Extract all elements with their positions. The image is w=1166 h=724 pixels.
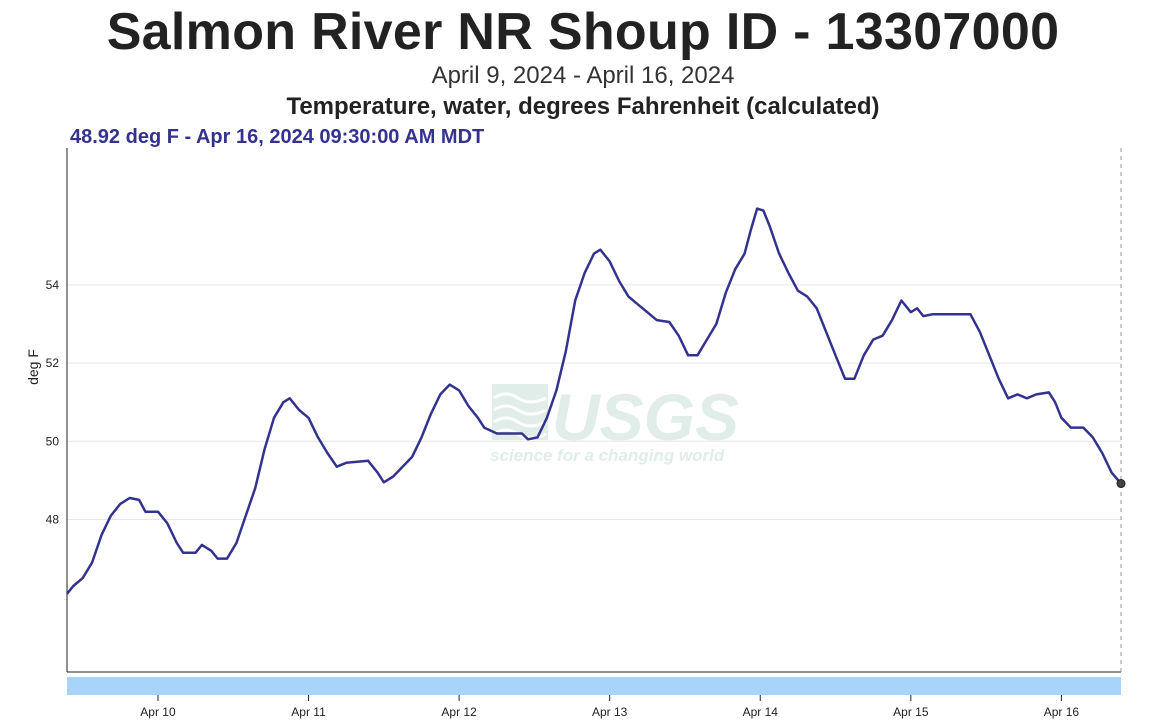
parameter-label: Temperature, water, degrees Fahrenheit (…: [286, 93, 880, 120]
hover-point[interactable]: [1116, 479, 1126, 489]
x-tick-label: Apr 15: [893, 705, 929, 719]
y-tick-label: 48: [46, 512, 60, 526]
x-tick-label: Apr 12: [441, 705, 477, 719]
temperature-series-line[interactable]: [66, 207, 1122, 595]
y-tick-label: 52: [46, 356, 60, 370]
usgs-wave-icon: [492, 384, 548, 440]
y-grid-lines: [67, 284, 1121, 520]
plot-frame: [66, 148, 1121, 673]
usgs-logo-text: USGS: [552, 380, 739, 454]
x-axis: Apr 10 Apr 11 Apr 12 Apr 13 Apr 14 Apr 15 Apr …: [140, 695, 1079, 719]
y-axis: 48 50 52 54: [46, 278, 60, 527]
x-tick-label: Apr 10: [140, 705, 176, 719]
x-tick-label: Apr 13: [592, 705, 628, 719]
chart-subtitle: April 9, 2024 - April 16, 2024: [431, 62, 735, 89]
x-tick-label: Apr 14: [743, 705, 779, 719]
chart-title: Salmon River NR Shoup ID - 13307000: [106, 3, 1060, 61]
x-tick-label: Apr 11: [291, 705, 326, 719]
y-tick-label: 54: [46, 278, 60, 292]
y-axis-label: deg F: [25, 349, 41, 385]
usgs-watermark: USGS science for a changing world: [490, 380, 739, 465]
hover-readout: 48.92 deg F - Apr 16, 2024 09:30:00 AM M…: [70, 126, 485, 148]
usgs-tagline: science for a changing world: [490, 446, 725, 465]
x-tick-label: Apr 16: [1044, 705, 1080, 719]
y-tick-label: 50: [46, 434, 60, 448]
time-brush-slider[interactable]: [67, 677, 1121, 695]
